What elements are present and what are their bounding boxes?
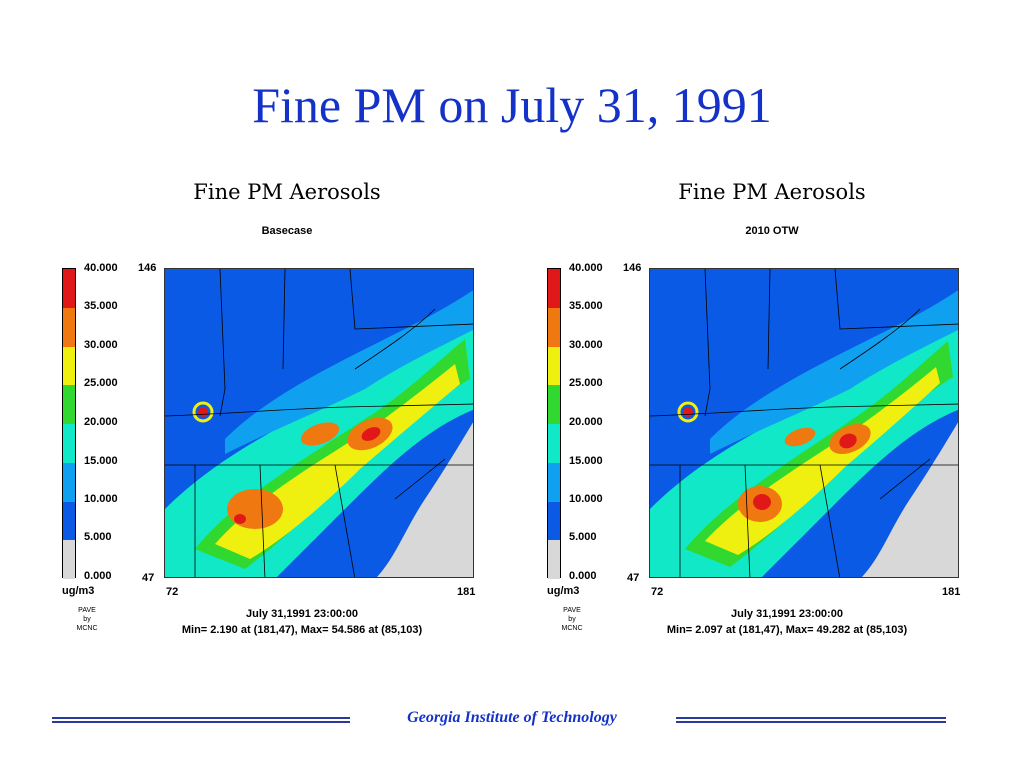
- legend-swatch: [63, 269, 75, 308]
- y-axis-bottom-label: 47: [142, 572, 155, 584]
- legend-swatch: [63, 424, 75, 463]
- panel-subtitle: Basecase: [261, 225, 313, 237]
- legend-label: 0.000: [569, 570, 597, 582]
- timestamp-caption: July 31,1991 23:00:00: [246, 608, 358, 620]
- legend-swatch: [63, 501, 75, 541]
- legend-label: 15.000: [569, 455, 603, 467]
- legend-swatch: [548, 346, 560, 386]
- legend-label: 10.000: [84, 493, 118, 505]
- panel-title: Fine PM Aerosols: [678, 180, 866, 204]
- legend-swatch: [63, 346, 75, 386]
- min-max-caption: Min= 2.190 at (181,47), Max= 54.586 at (…: [181, 624, 423, 636]
- footer-rule-left: [52, 717, 350, 727]
- panel-title: Fine PM Aerosols: [193, 180, 381, 204]
- legend-label: 20.000: [569, 416, 603, 428]
- legend-label: 25.000: [84, 377, 118, 389]
- legend-label: 35.000: [84, 300, 118, 312]
- color-legend: [62, 268, 76, 579]
- footer-rule-right: [676, 717, 946, 727]
- y-axis-bottom-label: 47: [627, 572, 640, 584]
- x-axis-left-label: 72: [651, 586, 664, 598]
- legend-swatch: [548, 540, 560, 579]
- legend-label: 15.000: [84, 455, 118, 467]
- color-legend: [547, 268, 561, 579]
- y-axis-top-label: 146: [623, 262, 642, 274]
- legend-swatch: [63, 307, 75, 347]
- unit-label: ug/m3: [547, 585, 580, 597]
- legend-label: 30.000: [569, 339, 603, 351]
- timestamp-caption: July 31,1991 23:00:00: [731, 608, 843, 620]
- map-svg: [165, 269, 473, 577]
- legend-label: 10.000: [569, 493, 603, 505]
- min-max-caption: Min= 2.097 at (181,47), Max= 49.282 at (…: [666, 624, 908, 636]
- legend-swatch: [548, 269, 560, 308]
- slide-title: Fine PM on July 31, 1991: [252, 77, 772, 133]
- legend-label: 5.000: [84, 531, 112, 543]
- y-axis-top-label: 146: [138, 262, 157, 274]
- footer-institution: Georgia Institute of Technology: [407, 709, 617, 726]
- x-axis-left-label: 72: [166, 586, 179, 598]
- concentration-map: [164, 268, 474, 578]
- legend-swatch: [548, 424, 560, 463]
- legend-swatch: [548, 385, 560, 424]
- legend-label: 40.000: [569, 262, 603, 274]
- legend-label: 40.000: [84, 262, 118, 274]
- legend-swatch: [63, 462, 75, 502]
- legend-label: 30.000: [84, 339, 118, 351]
- legend-label: 5.000: [569, 531, 597, 543]
- x-axis-right-label: 181: [457, 586, 476, 598]
- legend-label: 25.000: [569, 377, 603, 389]
- concentration-map: [649, 268, 959, 578]
- panel-subtitle: 2010 OTW: [745, 225, 799, 237]
- pave-credit: PAVE by MCNC: [76, 607, 98, 632]
- legend-label: 20.000: [84, 416, 118, 428]
- x-axis-right-label: 181: [942, 586, 961, 598]
- legend-swatch: [548, 501, 560, 541]
- legend-label: 0.000: [84, 570, 112, 582]
- map-svg: [650, 269, 958, 577]
- panel-basecase: Fine PM Aerosols Basecase 40.000 35.000 …: [62, 180, 512, 650]
- unit-label: ug/m3: [62, 585, 95, 597]
- panel-2010-otw: Fine PM Aerosols 2010 OTW 40.000 35.000 …: [547, 180, 997, 650]
- pave-credit: PAVE by MCNC: [561, 607, 583, 632]
- legend-swatch: [548, 462, 560, 502]
- legend-swatch: [63, 540, 75, 579]
- legend-swatch: [63, 385, 75, 424]
- legend-label: 35.000: [569, 300, 603, 312]
- legend-swatch: [548, 307, 560, 347]
